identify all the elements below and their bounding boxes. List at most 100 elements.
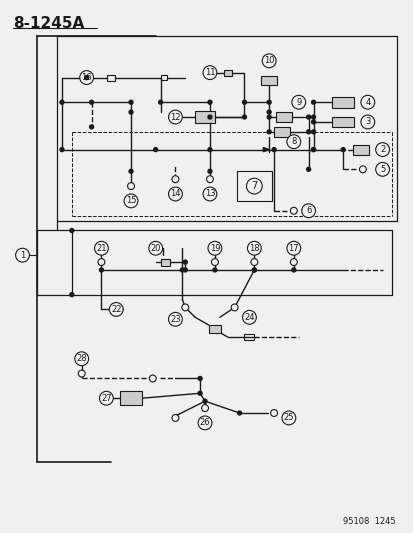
Circle shape: [89, 100, 93, 104]
Circle shape: [311, 100, 315, 104]
Circle shape: [70, 229, 74, 232]
Circle shape: [242, 310, 256, 324]
Bar: [107, 75, 115, 80]
Text: 26: 26: [199, 418, 210, 427]
Circle shape: [180, 268, 184, 272]
Circle shape: [246, 178, 261, 194]
Circle shape: [80, 71, 93, 84]
Circle shape: [360, 95, 374, 109]
Circle shape: [360, 115, 374, 129]
Circle shape: [129, 169, 133, 173]
Text: 8: 8: [290, 137, 296, 146]
Circle shape: [98, 259, 104, 265]
Circle shape: [109, 303, 123, 316]
Circle shape: [306, 167, 310, 171]
Text: 23: 23: [170, 315, 180, 324]
Circle shape: [99, 268, 103, 272]
Circle shape: [181, 304, 188, 311]
Circle shape: [375, 143, 389, 157]
Circle shape: [198, 376, 202, 381]
Circle shape: [99, 391, 113, 405]
Circle shape: [291, 268, 295, 272]
Circle shape: [252, 268, 256, 272]
Circle shape: [168, 312, 182, 326]
Text: 13: 13: [204, 190, 215, 198]
Circle shape: [183, 268, 187, 272]
Text: 14: 14: [170, 190, 180, 198]
Circle shape: [252, 268, 256, 272]
Circle shape: [202, 66, 216, 79]
Circle shape: [85, 76, 88, 79]
Circle shape: [206, 176, 213, 183]
Bar: [195, 111, 214, 123]
Circle shape: [311, 120, 315, 124]
Text: 19: 19: [209, 244, 220, 253]
Circle shape: [291, 95, 305, 109]
Text: 6: 6: [305, 206, 311, 215]
Circle shape: [207, 241, 221, 255]
Circle shape: [70, 293, 74, 296]
Circle shape: [290, 207, 297, 214]
Circle shape: [127, 183, 134, 190]
Text: 9: 9: [295, 98, 301, 107]
Circle shape: [168, 110, 182, 124]
Text: 17: 17: [288, 244, 299, 253]
Text: 2: 2: [379, 145, 385, 154]
Circle shape: [129, 110, 133, 114]
Circle shape: [158, 100, 162, 104]
Bar: [120, 391, 142, 405]
Text: 1: 1: [20, 251, 25, 260]
Circle shape: [211, 259, 218, 265]
Circle shape: [290, 259, 297, 265]
Text: 11: 11: [204, 68, 215, 77]
Circle shape: [78, 370, 85, 377]
Circle shape: [311, 148, 315, 151]
Text: 25: 25: [283, 414, 293, 423]
Circle shape: [247, 241, 261, 255]
Circle shape: [207, 115, 211, 119]
Bar: [352, 144, 368, 155]
Bar: [332, 97, 353, 108]
Circle shape: [207, 100, 211, 104]
Text: 4: 4: [364, 98, 370, 107]
Circle shape: [266, 110, 271, 114]
Circle shape: [153, 148, 157, 151]
Text: 24: 24: [244, 313, 254, 322]
Circle shape: [306, 115, 310, 119]
Text: 27: 27: [101, 394, 112, 403]
Circle shape: [75, 352, 88, 366]
Circle shape: [266, 130, 271, 134]
Circle shape: [242, 100, 246, 104]
Circle shape: [198, 391, 202, 395]
Text: 16: 16: [81, 73, 92, 82]
Circle shape: [250, 259, 257, 265]
Circle shape: [60, 148, 64, 151]
Circle shape: [183, 260, 187, 264]
Circle shape: [124, 194, 138, 208]
Circle shape: [207, 169, 211, 173]
Text: 21: 21: [96, 244, 107, 253]
Circle shape: [149, 375, 156, 382]
Circle shape: [198, 416, 211, 430]
Circle shape: [171, 176, 178, 183]
Text: 20: 20: [150, 244, 161, 253]
Polygon shape: [263, 148, 268, 152]
Circle shape: [16, 248, 29, 262]
Circle shape: [207, 148, 211, 151]
Circle shape: [168, 187, 182, 201]
Text: 22: 22: [111, 305, 121, 314]
Circle shape: [261, 54, 275, 68]
Circle shape: [358, 166, 366, 173]
Circle shape: [89, 125, 93, 129]
Circle shape: [311, 148, 315, 151]
Circle shape: [201, 405, 208, 411]
Bar: [273, 127, 289, 137]
Text: 3: 3: [364, 117, 370, 126]
Circle shape: [286, 241, 300, 255]
Bar: [275, 112, 291, 122]
Bar: [223, 70, 231, 76]
Text: 95108  1245: 95108 1245: [342, 516, 394, 526]
Circle shape: [271, 148, 275, 151]
Circle shape: [340, 148, 344, 151]
Circle shape: [311, 115, 315, 119]
